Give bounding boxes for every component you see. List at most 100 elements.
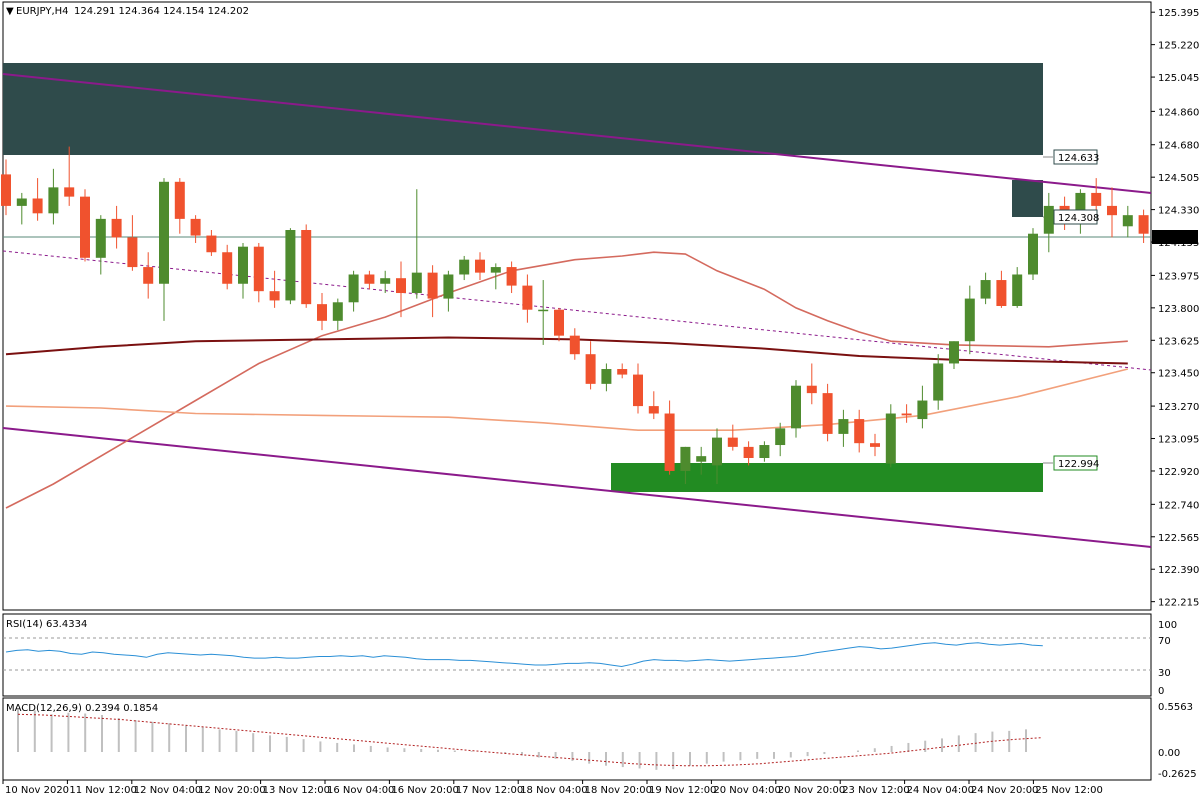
candle-body — [459, 259, 470, 275]
level-label-box-3 — [1053, 455, 1098, 471]
candle-body — [1122, 215, 1133, 227]
candle-body — [364, 274, 375, 284]
candle-body — [949, 341, 959, 364]
candle-body — [569, 335, 580, 355]
candle-body — [317, 304, 327, 321]
candle-body — [190, 218, 201, 236]
candle-body — [95, 218, 106, 258]
price-tick-label: 122.920 — [1158, 467, 1199, 478]
candle-body — [633, 374, 643, 407]
candle-body — [554, 309, 564, 336]
time-tick-label: 12 Nov 20:00 — [198, 785, 265, 796]
candle-body — [143, 267, 154, 284]
time-tick-label: 12 Nov 04:00 — [134, 785, 201, 796]
candle-body — [127, 237, 138, 268]
candle-body — [522, 285, 533, 310]
rsi-tick-label: 100 — [1158, 620, 1177, 631]
candle-body — [411, 272, 422, 294]
candle-body — [538, 309, 549, 312]
rsi-axis: 100 70 30 0 — [1158, 620, 1177, 697]
candle-body — [996, 280, 1007, 306]
candle-body — [680, 446, 691, 471]
candle-body — [980, 280, 991, 299]
candle-body — [617, 369, 628, 375]
rsi-tick-label: 0 — [1158, 686, 1164, 697]
chart-header-ohlc: 124.291 124.364 124.154 124.202 — [74, 6, 249, 17]
candle-body — [791, 385, 801, 429]
channel-lower-line — [2, 427, 1152, 548]
candle-body — [775, 428, 786, 446]
time-tick-label: 17 Nov 12:00 — [456, 785, 523, 796]
candle-body — [964, 298, 975, 342]
macd-histogram — [17, 709, 1027, 770]
candle-body — [475, 259, 485, 273]
candle-body — [648, 406, 659, 414]
level-label-box-2 — [1053, 209, 1098, 225]
level-label-2: 124.308 — [1058, 213, 1099, 224]
ma-fast-line — [5, 251, 1128, 509]
price-tick-label: 124.505 — [1158, 173, 1199, 184]
chart-header-symbol: EURJPY,H4 — [16, 6, 69, 17]
candle-body — [727, 437, 738, 447]
ma-mid-line — [5, 368, 1128, 431]
candle-body — [870, 443, 880, 447]
time-tick-label: 20 Nov 20:00 — [778, 785, 845, 796]
candle-body — [664, 413, 675, 471]
candle-body — [1075, 192, 1086, 219]
candle-body — [696, 456, 707, 462]
time-tick-label: 24 Nov 04:00 — [907, 785, 974, 796]
candle-body — [1138, 215, 1149, 234]
rsi-panel-frame — [2, 613, 1152, 697]
price-tick-label: 124.860 — [1158, 107, 1199, 118]
candle-body — [206, 235, 217, 253]
candle-body — [269, 291, 280, 301]
candle-body — [1028, 233, 1038, 275]
candle-body — [1012, 274, 1023, 306]
candle-body — [917, 400, 928, 420]
candle-body — [48, 187, 59, 214]
supply-zone-small — [1012, 180, 1043, 217]
candle-body — [506, 267, 517, 286]
candle-body — [490, 267, 501, 273]
level-label-1: 124.633 — [1058, 153, 1099, 164]
price-tick-label: 123.800 — [1158, 304, 1199, 315]
time-tick-label: 23 Nov 12:00 — [842, 785, 909, 796]
price-tick-label: 124.680 — [1158, 141, 1199, 152]
macd-panel-frame — [2, 697, 1152, 781]
level-label-3: 122.994 — [1058, 459, 1099, 470]
candle-body — [759, 445, 770, 458]
candles-group — [1, 146, 1149, 484]
candle-body — [332, 302, 343, 321]
candle-body — [585, 354, 596, 384]
price-tick-label: 123.270 — [1158, 402, 1199, 413]
price-axis: 125.395 125.220 125.045 124.860 124.680 124.5… — [1151, 8, 1199, 609]
candle-body — [1107, 205, 1117, 216]
candle-body — [838, 419, 849, 434]
rsi-label: RSI(14) 63.4334 — [6, 619, 87, 630]
candle-body — [854, 419, 865, 444]
candle-body — [396, 278, 406, 294]
price-tick-label: 125.220 — [1158, 41, 1199, 52]
candle-body — [712, 437, 722, 466]
chart-header-arrow: ▼ — [6, 6, 14, 17]
price-tick-label: 123.095 — [1158, 435, 1199, 446]
macd-tick-label: 0.00 — [1158, 748, 1180, 759]
time-tick-label: 20 Nov 04:00 — [713, 785, 780, 796]
time-tick-label: 16 Nov 04:00 — [327, 785, 394, 796]
candle-body — [1043, 205, 1054, 234]
price-tick-label: 122.565 — [1158, 533, 1199, 544]
price-tick-label: 122.740 — [1158, 500, 1199, 511]
macd-label: MACD(12,26,9) 0.2394 0.1854 — [6, 703, 158, 714]
candle-body — [1, 174, 11, 206]
candle-body — [601, 369, 612, 384]
current-price-label: 124.202 — [1157, 233, 1198, 244]
price-tick-label: 123.975 — [1158, 271, 1199, 282]
time-tick-label: 13 Nov 12:00 — [263, 785, 330, 796]
candle-body — [174, 181, 185, 219]
candle-body — [743, 446, 754, 458]
time-tick-label: 16 Nov 20:00 — [391, 785, 458, 796]
level-label-box-1 — [1053, 149, 1098, 165]
candle-body — [159, 181, 169, 284]
channel-mid-line — [2, 250, 1152, 371]
